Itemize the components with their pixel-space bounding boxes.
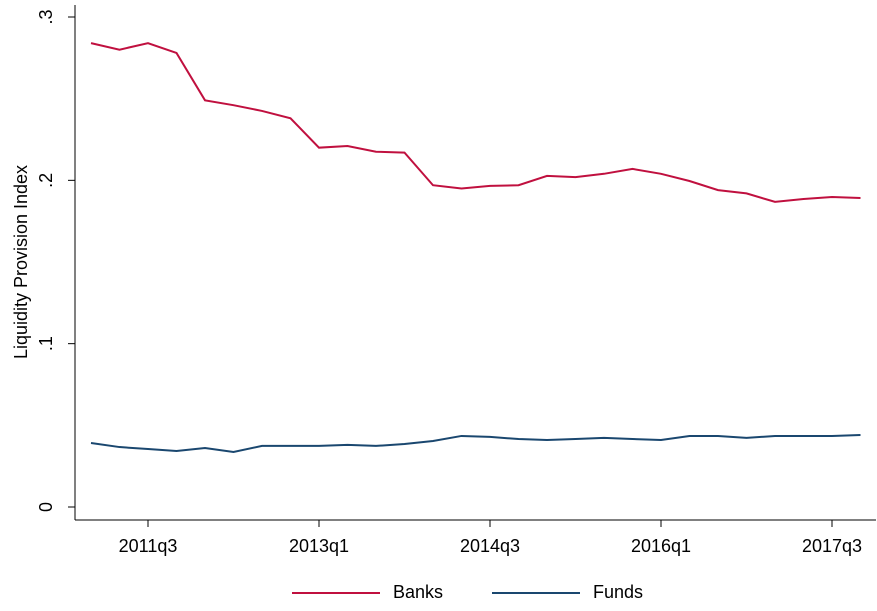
- line-series: [90, 433, 861, 453]
- y-tick-label: .3: [36, 9, 56, 24]
- legend-label: Banks: [393, 582, 443, 602]
- y-tick-label: .2: [36, 173, 56, 188]
- y-tick-label: 0: [36, 502, 56, 512]
- x-tick-label: 2013q1: [289, 536, 349, 556]
- legend-label: Funds: [593, 582, 643, 602]
- line-series: [90, 42, 861, 203]
- y-tick-label: .1: [36, 336, 56, 351]
- x-tick-label: 2016q1: [631, 536, 691, 556]
- x-tick-label: 2017q3: [802, 536, 862, 556]
- x-tick-label: 2014q3: [460, 536, 520, 556]
- y-axis-title: Liquidity Provision Index: [11, 165, 31, 359]
- x-tick-label: 2011q3: [119, 536, 178, 556]
